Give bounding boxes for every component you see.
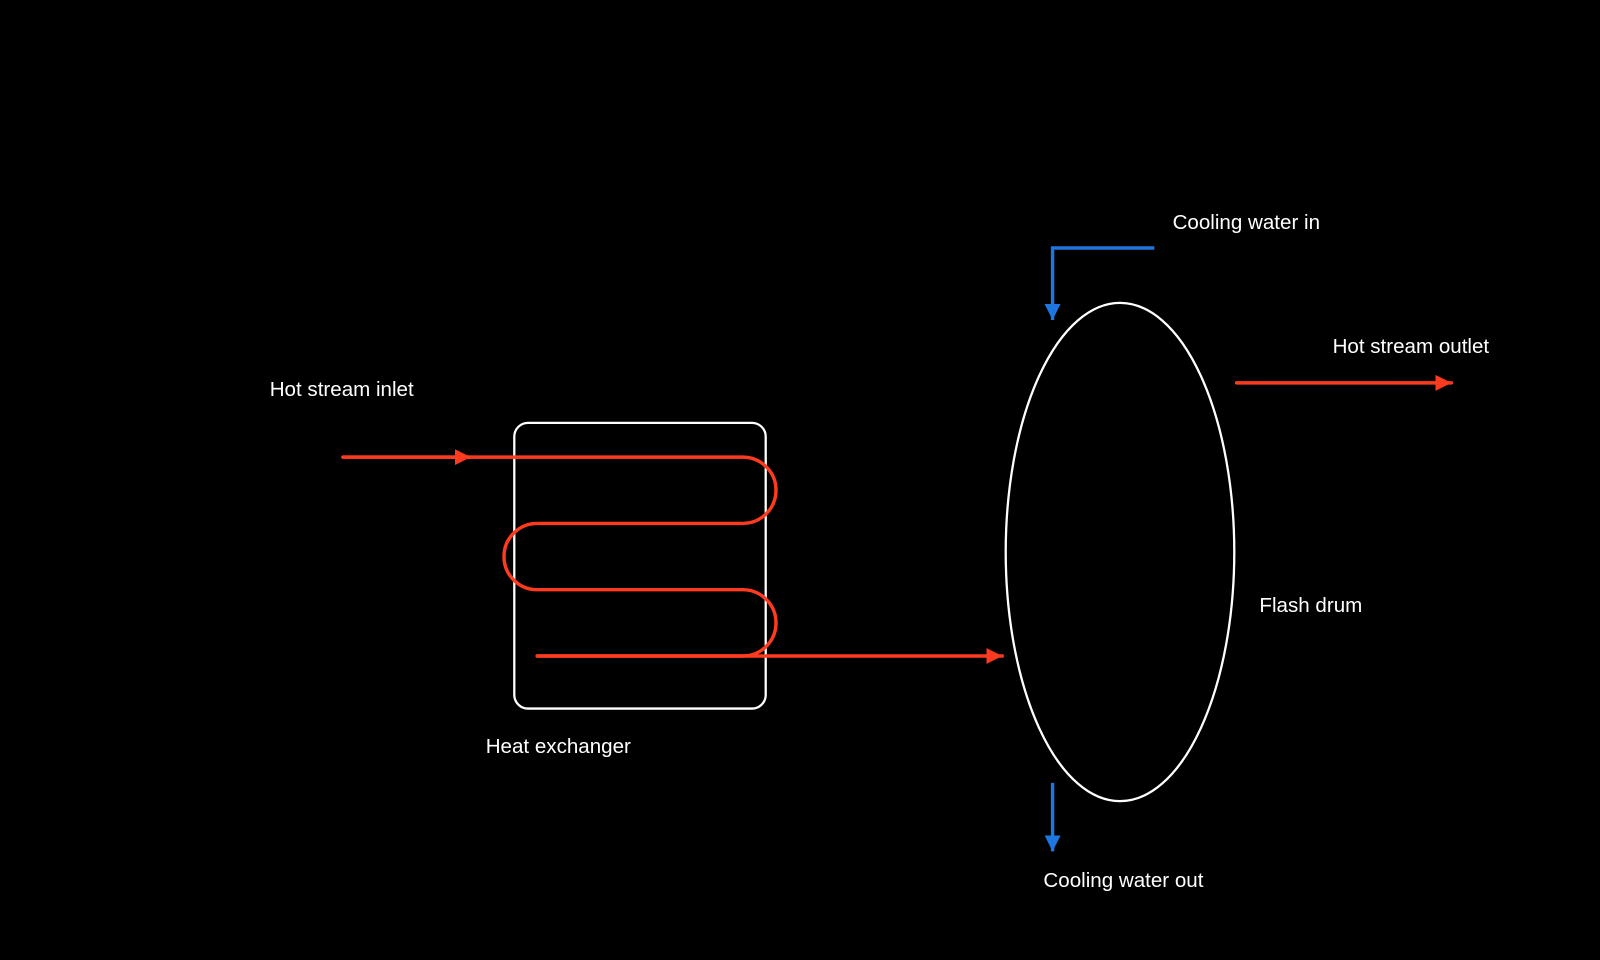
label-text: Flash drum bbox=[1259, 594, 1362, 617]
label-text: Hot stream outlet bbox=[1333, 335, 1490, 358]
flash-drum bbox=[1006, 303, 1235, 801]
label-flash-drum: Flash drum bbox=[1259, 594, 1362, 618]
label-text: Cooling water out bbox=[1043, 869, 1203, 892]
label-text: Hot stream inlet bbox=[270, 378, 414, 401]
process-diagram bbox=[0, 0, 1600, 960]
label-cold-in: Cooling water in bbox=[1173, 211, 1320, 235]
hot-stream-coil bbox=[343, 457, 776, 656]
label-hot-inlet: Hot stream inlet bbox=[270, 378, 414, 402]
label-cold-out: Cooling water out bbox=[1043, 869, 1203, 893]
label-hot-outlet: Hot stream outlet bbox=[1333, 335, 1490, 359]
heat-exchanger bbox=[514, 423, 765, 709]
label-heat-exchanger: Heat exchanger bbox=[486, 735, 631, 759]
label-text: Cooling water in bbox=[1173, 211, 1320, 234]
cold-stream-inlet-arrow bbox=[1053, 248, 1155, 320]
label-text: Heat exchanger bbox=[486, 735, 631, 758]
